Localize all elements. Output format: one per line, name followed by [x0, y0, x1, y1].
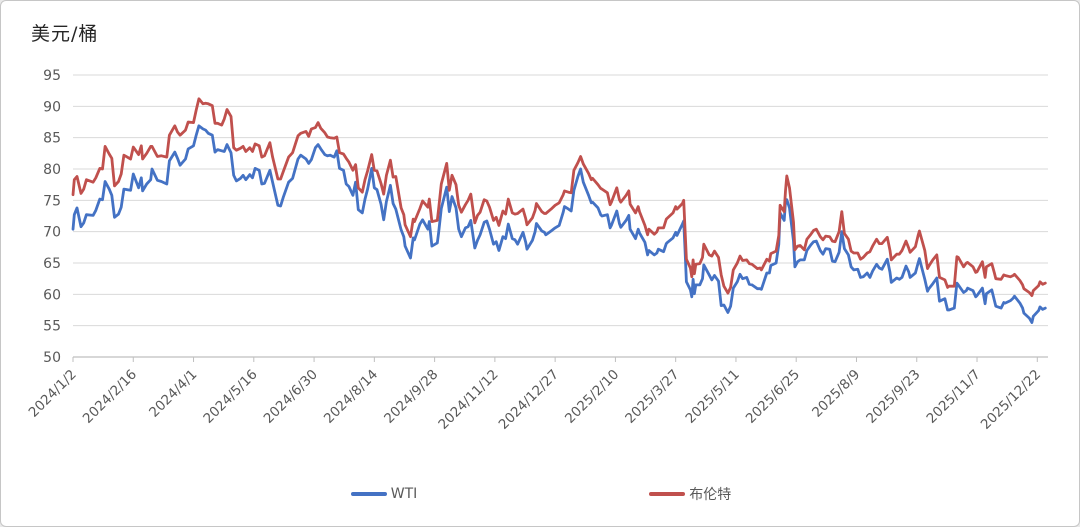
- x-tick-label: 2025/12/22: [978, 367, 1044, 433]
- wti-line: [71, 124, 1047, 324]
- x-tick-label: 2024/5/16: [200, 367, 260, 427]
- wti-line-swatch: [350, 492, 387, 496]
- x-tick-label: 2025/6/25: [743, 367, 803, 427]
- x-tick-label: 2024/1/2: [26, 367, 80, 421]
- x-tick-label: 2025/3/27: [622, 367, 682, 427]
- x-tick-label: 2024/11/12: [435, 367, 501, 433]
- brent-line-swatch: [649, 492, 686, 496]
- y-tick-label: 90: [43, 99, 61, 115]
- y-tick-label: 70: [43, 225, 61, 241]
- brent-line: [71, 97, 1047, 298]
- chart-unit-title: 美元/桶: [31, 23, 99, 45]
- y-tick-label: 85: [43, 131, 61, 147]
- x-tick-label: 2025/8/9: [809, 367, 863, 421]
- x-tick-label: 2024/4/1: [146, 367, 200, 421]
- x-tick-label: 2025/9/23: [863, 367, 923, 427]
- x-tick-label: 2024/6/30: [261, 367, 321, 427]
- x-tick-label: 2024/8/14: [321, 367, 381, 427]
- x-tick-label: 2024/12/27: [496, 367, 562, 433]
- y-tick-label: 65: [43, 256, 61, 272]
- y-tick-label: 95: [43, 68, 61, 84]
- chart-legend: WTI 布伦特: [1, 479, 1079, 509]
- y-tick-label: 80: [43, 162, 61, 178]
- legend-label-brent: 布伦特: [689, 487, 732, 503]
- y-tick-label: 50: [43, 350, 61, 366]
- legend-label-wti: WTI: [390, 486, 418, 502]
- y-tick-label: 75: [43, 193, 61, 209]
- y-tick-label: 55: [43, 319, 61, 335]
- x-tick-label: 2025/11/7: [924, 367, 984, 427]
- legend-item-wti: WTI: [350, 486, 418, 502]
- y-tick-label: 60: [43, 287, 61, 303]
- x-tick-label: 2025/5/11: [683, 367, 743, 427]
- x-tick-label: 2024/2/16: [80, 367, 140, 427]
- x-tick-label: 2024/9/28: [381, 367, 441, 427]
- x-tick-label: 2025/2/10: [562, 367, 622, 427]
- legend-item-brent: 布伦特: [649, 484, 731, 504]
